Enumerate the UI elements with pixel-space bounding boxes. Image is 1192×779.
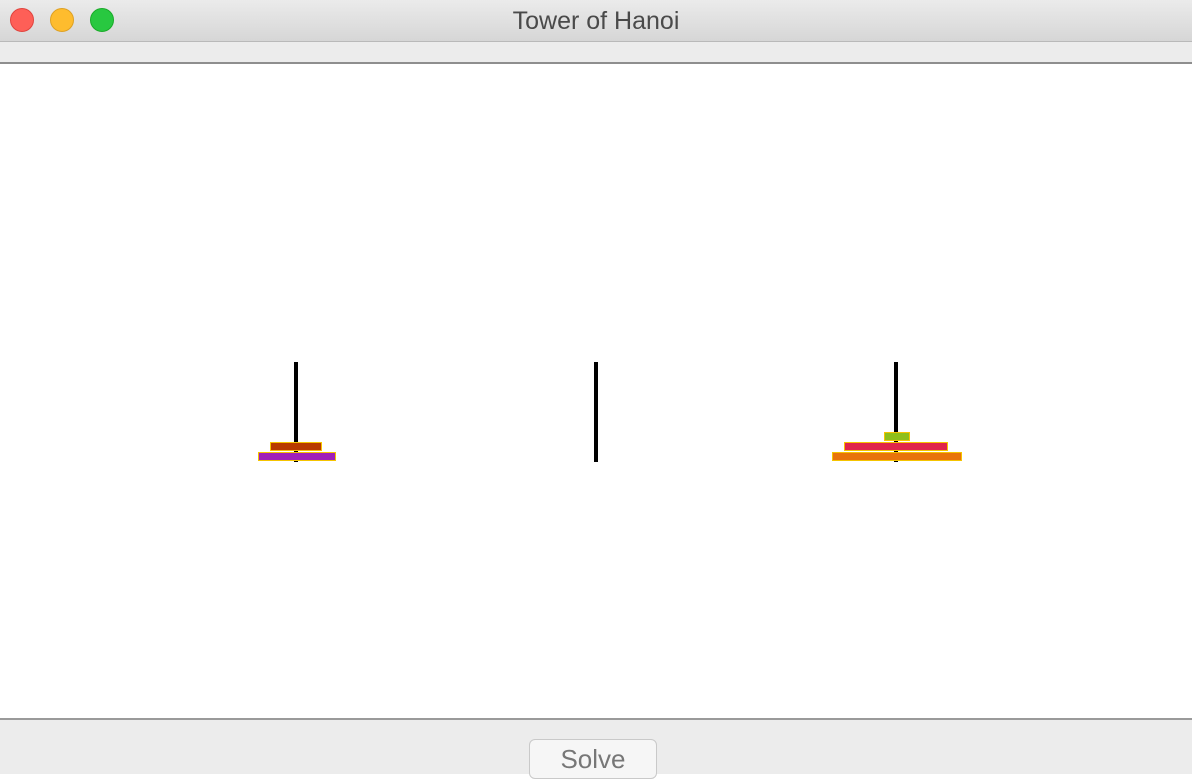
zoom-window-button[interactable] [90, 8, 114, 32]
disk-right-2[interactable] [844, 442, 948, 451]
game-canvas[interactable] [0, 64, 1192, 718]
disk-right-1[interactable] [832, 452, 962, 461]
title-bar[interactable]: Tower of Hanoi [0, 0, 1192, 42]
peg-right[interactable] [894, 362, 898, 462]
solve-button[interactable]: Solve [529, 739, 657, 779]
window-title: Tower of Hanoi [512, 7, 680, 35]
disk-right-3[interactable] [884, 432, 910, 441]
disk-left-2[interactable] [270, 442, 322, 451]
bottom-bar: Solve [0, 718, 1192, 779]
peg-middle[interactable] [594, 362, 598, 462]
toolbar-strip [0, 42, 1192, 64]
disk-left-1[interactable] [258, 452, 336, 461]
minimize-window-button[interactable] [50, 8, 74, 32]
peg-left[interactable] [294, 362, 298, 462]
close-window-button[interactable] [10, 8, 34, 32]
